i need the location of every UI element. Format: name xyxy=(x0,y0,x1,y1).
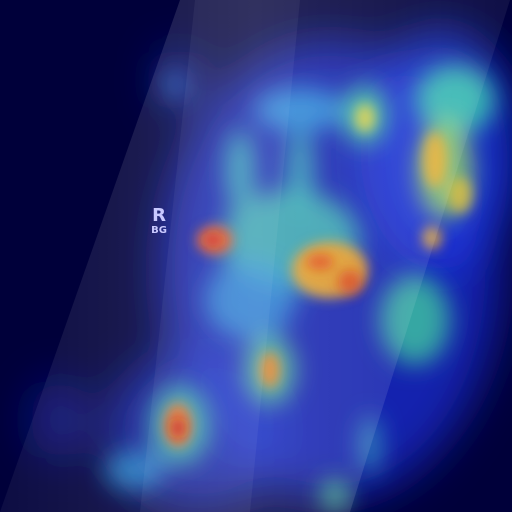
side-marker: R BG xyxy=(148,207,170,236)
side-marker-sub: BG xyxy=(151,225,167,236)
bone-shadow xyxy=(140,0,300,512)
side-marker-letter: R xyxy=(152,205,166,226)
